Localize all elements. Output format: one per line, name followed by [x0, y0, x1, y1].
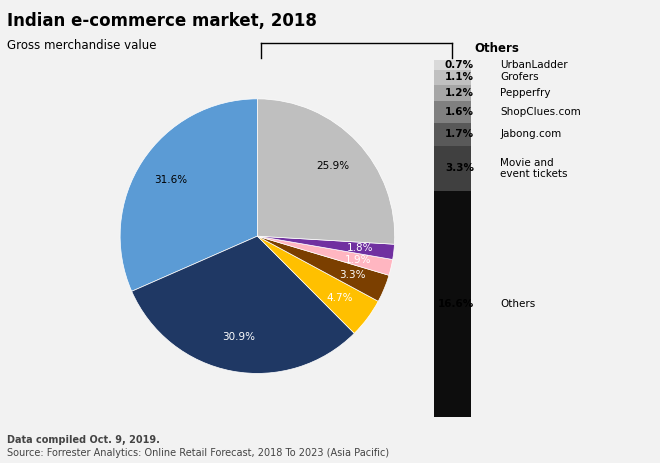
- Bar: [434, 101, 471, 123]
- Wedge shape: [132, 236, 354, 374]
- Text: Pepperfry: Pepperfry: [500, 88, 551, 98]
- Text: 25.9%: 25.9%: [315, 161, 349, 170]
- Text: 0.7%: 0.7%: [445, 60, 474, 70]
- Text: 3.3%: 3.3%: [445, 163, 474, 173]
- Bar: [434, 123, 471, 146]
- Wedge shape: [257, 236, 393, 275]
- Text: Source: Forrester Analytics: Online Retail Forecast, 2018 To 2023 (Asia Pacific): Source: Forrester Analytics: Online Reta…: [7, 448, 389, 458]
- Bar: [434, 85, 471, 101]
- Bar: [434, 70, 471, 85]
- Text: 1.9%: 1.9%: [345, 255, 371, 265]
- Text: 1.2%: 1.2%: [445, 88, 474, 98]
- Wedge shape: [120, 99, 257, 291]
- Bar: [434, 60, 471, 70]
- Text: Gross merchandise value: Gross merchandise value: [7, 39, 156, 52]
- Text: 3.3%: 3.3%: [339, 270, 366, 281]
- Text: Data compiled Oct. 9, 2019.: Data compiled Oct. 9, 2019.: [7, 435, 160, 445]
- Text: UrbanLadder: UrbanLadder: [500, 60, 568, 70]
- Bar: [434, 146, 471, 191]
- Text: 4.7%: 4.7%: [327, 293, 353, 303]
- Text: 1.7%: 1.7%: [445, 129, 474, 139]
- Text: Grofers: Grofers: [500, 72, 539, 82]
- Text: 30.9%: 30.9%: [222, 332, 255, 342]
- Text: Indian e-commerce market, 2018: Indian e-commerce market, 2018: [7, 12, 317, 30]
- Text: 1.1%: 1.1%: [445, 72, 474, 82]
- Wedge shape: [257, 236, 389, 301]
- Text: 1.8%: 1.8%: [346, 243, 373, 253]
- Text: Others: Others: [474, 42, 519, 55]
- Bar: [434, 191, 471, 417]
- Text: 16.6%: 16.6%: [438, 299, 474, 309]
- Text: 31.6%: 31.6%: [154, 175, 187, 185]
- Text: Movie and
event tickets: Movie and event tickets: [500, 157, 568, 179]
- Text: Others: Others: [500, 299, 535, 309]
- Wedge shape: [257, 99, 395, 244]
- Text: ShopClues.com: ShopClues.com: [500, 107, 581, 117]
- Text: Jabong.com: Jabong.com: [500, 129, 562, 139]
- Wedge shape: [257, 236, 395, 259]
- Wedge shape: [257, 236, 378, 333]
- Text: 1.6%: 1.6%: [445, 107, 474, 117]
